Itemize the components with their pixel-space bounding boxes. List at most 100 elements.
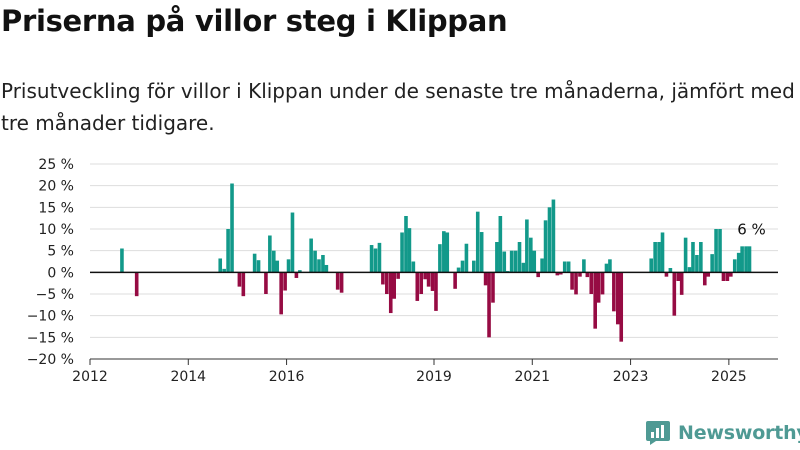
bar [747,246,752,273]
y-tick-label: 15 % [38,200,74,216]
bar [532,250,537,273]
y-tick-label: −5 % [36,287,74,303]
bar [385,272,389,294]
bar [596,272,601,303]
bar [570,272,574,290]
bar [381,272,385,285]
bar [668,268,673,273]
bar [687,267,692,273]
bar [290,212,295,273]
bar [377,242,382,273]
bar [309,238,313,273]
bar [540,258,544,273]
bar [710,254,714,273]
bar [321,255,325,273]
bar [335,272,340,290]
bar [279,272,283,315]
bar [585,272,590,278]
y-tick-label: −10 % [27,309,74,325]
bar [615,272,620,325]
y-tick-label: 20 % [38,179,74,195]
x-tick-label: 2019 [416,369,452,385]
x-tick-label: 2014 [170,369,206,385]
last-value-annotation: 6 % [737,220,766,238]
bar [691,242,695,273]
y-tick-label: 10 % [38,222,74,238]
bar [479,232,484,273]
bar [241,272,246,297]
bar [676,272,681,281]
bar [600,272,605,295]
bar [120,248,124,273]
bar [324,264,329,273]
bar [721,272,726,281]
bar [453,272,457,289]
bar [460,260,465,273]
y-tick-label: 0 % [47,265,74,281]
bar [566,261,571,273]
bar [502,251,507,273]
bar [555,272,560,276]
bar [438,244,442,273]
bar [271,250,276,273]
bar [525,219,529,273]
bar [593,272,597,329]
y-axis-tick-labels: 25 % 20 % 15 % 10 % 5 % 0 % −5 % −10 % −15 % −20 … [27,157,74,368]
bar [230,183,234,273]
x-tick-label: 2012 [72,369,108,385]
y-tick-label: −15 % [27,330,74,346]
bar [218,258,223,273]
bar [472,260,476,273]
bar [543,220,548,273]
bar [373,248,378,273]
bar [657,242,661,273]
bar [649,258,654,273]
bar [286,259,291,273]
bar [513,250,518,273]
y-tick-label: 5 % [47,244,74,260]
x-tick-label: 2023 [613,369,649,385]
bar [498,216,503,273]
bar [529,237,533,273]
bar [400,232,404,273]
bar [392,272,396,299]
bar [388,272,393,314]
brand-logo: Newsworthy [645,420,800,446]
bar [475,211,480,273]
bar [442,231,446,273]
bar [729,272,733,277]
bar [574,272,578,295]
bar [604,263,609,273]
bar [714,229,718,273]
bar [226,229,230,273]
bar [426,272,431,287]
x-tick-label: 2016 [269,369,305,385]
grid-lines [90,163,778,338]
bar [252,253,257,273]
bar [275,260,280,273]
bar [487,272,491,338]
bar [464,243,469,273]
bar [736,252,741,273]
x-tick-label: 2021 [514,369,550,385]
bar [732,259,737,273]
bar [369,245,374,273]
bar [695,255,699,273]
bar [551,199,556,273]
bar [222,268,226,273]
brand-name: Newsworthy [678,422,800,444]
bar [683,237,688,273]
bar [256,260,261,273]
y-tick-label: 25 % [38,157,74,173]
bar [423,272,427,280]
bar [313,250,317,273]
bar [415,272,420,301]
bar [283,272,287,291]
bar [407,228,412,273]
bar [294,272,299,278]
bar [660,232,665,273]
bar [264,272,268,294]
bar [619,272,624,342]
chart-subtitle: Prisutveckling för villor i Klippan unde… [1,79,795,135]
bar [582,259,586,273]
